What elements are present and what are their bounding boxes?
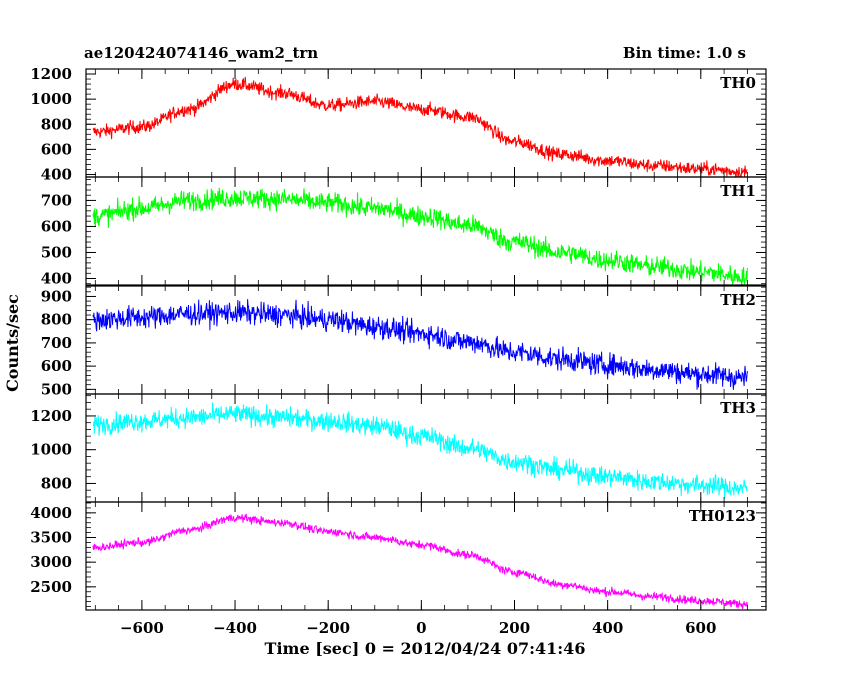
y-tick-label: 800: [41, 115, 72, 133]
y-tick-label: 2500: [30, 578, 72, 596]
panel-label-th0123: TH0123: [689, 507, 756, 525]
panels-group: 400 600 800 1000 1200 TH0 400 500 600 700 TH1 500 60…: [30, 65, 767, 637]
y-tick-label: 600: [41, 140, 72, 158]
y-tick-label: 4000: [30, 504, 72, 522]
series-line-th0123: [92, 513, 748, 610]
chart-title: ae120424074146_wam2_trn: [84, 44, 318, 62]
panel-label-th3: TH3: [720, 399, 756, 417]
x-tick-label: 600: [685, 619, 716, 637]
panel-label-th1: TH1: [720, 182, 756, 200]
panel-frame: [85, 176, 767, 286]
panel-th2: 500 600 700 800 900 TH2: [41, 285, 767, 398]
panel-th1: 400 500 600 700 TH1: [41, 176, 767, 287]
y-tick-label: 1000: [30, 90, 72, 108]
series-line-th2: [92, 299, 748, 390]
y-tick-label: 800: [41, 474, 72, 492]
y-tick-label: 900: [41, 287, 72, 305]
y-tick-label: 700: [41, 191, 72, 209]
y-tick-label: 3500: [30, 529, 72, 547]
x-tick-label: −400: [213, 619, 257, 637]
x-tick-label: −600: [120, 619, 164, 637]
y-tick-label: 1200: [30, 407, 72, 425]
bin-time-label: Bin time: 1.0 s: [623, 44, 746, 62]
y-tick-label: 3000: [30, 553, 72, 571]
y-tick-label: 700: [41, 334, 72, 352]
panel-th3: 800 1000 1200 TH3: [30, 393, 767, 503]
y-tick-label: 500: [41, 243, 72, 261]
y-axis-label: Counts/sec: [3, 294, 22, 392]
x-tick-label: 400: [592, 619, 623, 637]
x-tick-label: 200: [499, 619, 530, 637]
y-tick-label: 400: [41, 165, 72, 183]
y-tick-label: 1200: [30, 65, 72, 83]
panel-frame: [85, 501, 767, 611]
y-tick-label: 400: [41, 269, 72, 287]
panel-label-th0: TH0: [720, 74, 756, 92]
y-tick-label: 1000: [30, 441, 72, 459]
y-tick-label: 600: [41, 217, 72, 235]
series-line-th3: [92, 402, 748, 499]
x-tick-label: 0: [416, 619, 426, 637]
series-line-th0: [92, 76, 748, 177]
panel-th0: 400 600 800 1000 1200 TH0: [30, 65, 767, 183]
panel-th0123: 2500 3000 3500 4000 TH0123: [30, 501, 767, 611]
x-axis-label: Time [sec] 0 = 2012/04/24 07:41:46: [265, 639, 586, 658]
y-tick-label: 800: [41, 311, 72, 329]
series-line-th1: [92, 187, 748, 285]
panel-frame: [85, 285, 767, 395]
x-tick-label: −200: [306, 619, 350, 637]
panel-label-th2: TH2: [720, 291, 756, 309]
y-tick-label: 600: [41, 357, 72, 375]
y-tick-label: 500: [41, 380, 72, 398]
